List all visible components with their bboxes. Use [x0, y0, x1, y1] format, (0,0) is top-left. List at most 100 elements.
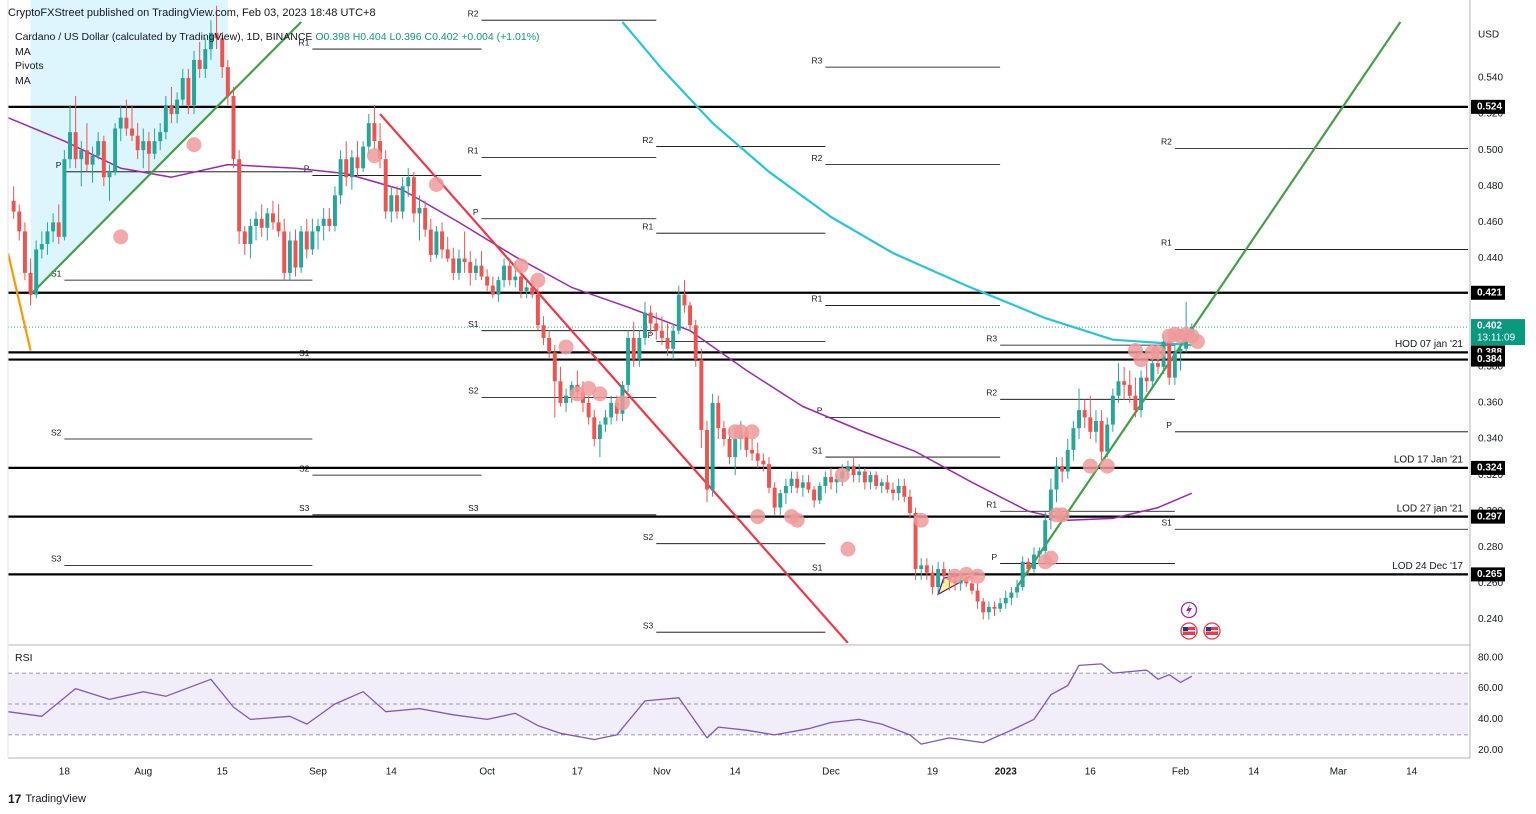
- time-tick-7: Nov: [653, 767, 671, 778]
- candle-body: [823, 476, 828, 486]
- candle: [682, 280, 687, 313]
- candle: [259, 204, 264, 237]
- candle-body: [124, 117, 129, 129]
- pivot-6-S1-label: S1: [1161, 518, 1172, 528]
- trendlines: [8, 21, 1402, 643]
- pivot-0-P-label: P: [56, 160, 62, 170]
- candle-body: [507, 265, 512, 281]
- pivot-lines: P S1 S2 S3 R1 P S1 S2 S3 R2 R1 P S1 S2 S3 R2 R1 P S2 S3 R3 R2…: [51, 8, 1468, 633]
- trendline-descending: [379, 113, 849, 643]
- candle: [456, 249, 461, 281]
- price-tick-0.32: 0.320: [1478, 470, 1503, 481]
- candle: [270, 200, 275, 230]
- candle-body: [389, 195, 394, 212]
- candle-body: [671, 330, 676, 349]
- key-level-tag-6: [1471, 567, 1505, 582]
- current-price-tag[interactable]: [1471, 319, 1525, 346]
- indicator-ma-1[interactable]: MA: [15, 45, 31, 58]
- candle-body: [34, 249, 39, 295]
- candle: [547, 330, 552, 358]
- candle-body: [84, 150, 89, 165]
- candle: [829, 467, 833, 490]
- time-tick-13: Feb: [1172, 767, 1190, 778]
- circle-marker: [186, 137, 202, 153]
- candle-body: [761, 460, 766, 465]
- candle: [767, 457, 771, 494]
- pivot-6-R1-label: R1: [1161, 238, 1172, 248]
- candle-body: [186, 77, 191, 106]
- candle: [721, 420, 726, 447]
- candle-body: [682, 294, 687, 306]
- pivot-4-R2-label: R2: [811, 153, 822, 163]
- candle-body: [90, 155, 95, 165]
- candle: [276, 204, 281, 237]
- bar-countdown: 13:11:09: [1477, 333, 1516, 344]
- candle-body: [372, 123, 377, 142]
- rsi-label[interactable]: RSI: [15, 652, 33, 664]
- candle-body: [214, 32, 219, 39]
- candle: [1172, 345, 1177, 385]
- rsi-tick-60: 60.00: [1478, 683, 1503, 694]
- candle-body: [361, 146, 366, 169]
- candle: [56, 204, 61, 245]
- candle: [998, 597, 1003, 613]
- candle-body: [169, 105, 174, 115]
- candle-body: [592, 417, 597, 440]
- candle-body: [1116, 381, 1121, 396]
- current-price-value: 0.402: [1477, 321, 1502, 332]
- circle-marker: [789, 512, 805, 528]
- candle: [158, 123, 163, 151]
- candle-body: [676, 294, 681, 331]
- candle: [564, 388, 569, 412]
- rsi-tick-80: 80.00: [1478, 652, 1503, 663]
- pivot-3-P-label: P: [648, 330, 654, 340]
- candle: [648, 305, 653, 335]
- candle: [750, 439, 755, 461]
- candle: [812, 485, 817, 508]
- candle: [445, 236, 450, 263]
- price-tick-0.38: 0.380: [1478, 361, 1503, 372]
- candle-body: [485, 276, 490, 286]
- candle-body: [834, 478, 839, 483]
- candle: [299, 225, 304, 273]
- indicator-pivots[interactable]: Pivots: [15, 60, 44, 72]
- rsi-panel: 20.00 40.00 60.00 80.00: [7, 644, 1503, 756]
- candle: [355, 141, 360, 178]
- candle-body: [1172, 352, 1177, 378]
- candle-body: [637, 337, 642, 360]
- candle-body: [411, 177, 416, 214]
- pivot-2-S3-label: S3: [468, 503, 479, 513]
- candle: [113, 123, 118, 176]
- circle-marker: [1150, 344, 1166, 360]
- candle: [496, 276, 501, 302]
- circle-marker: [733, 424, 749, 440]
- circle-marker: [366, 148, 382, 164]
- pivot-2-S2-label: S2: [468, 386, 479, 396]
- symbol-title[interactable]: Cardano / US Dollar (calculated by Tradi…: [15, 31, 313, 43]
- candle: [1122, 366, 1127, 400]
- footer-brand[interactable]: 17 TradingView: [8, 792, 86, 806]
- candle: [51, 213, 56, 243]
- candle: [192, 50, 196, 115]
- circle-marker: [970, 568, 986, 584]
- candle: [637, 330, 642, 367]
- candle: [885, 475, 890, 494]
- candle-body: [1105, 424, 1110, 452]
- price-axis-currency: USD: [1478, 30, 1499, 41]
- candle-body: [609, 402, 614, 418]
- key-level-tag-label-5: 0.297: [1477, 511, 1502, 522]
- pivot-0-S2-label: S2: [51, 427, 62, 437]
- candle: [101, 135, 106, 187]
- circle-marker: [947, 568, 963, 584]
- candle: [344, 141, 349, 187]
- candle-body: [597, 424, 602, 440]
- price-tick-0.50: 0.500: [1478, 145, 1503, 156]
- candle: [710, 393, 715, 497]
- candle: [1009, 587, 1014, 606]
- candle: [879, 478, 884, 494]
- time-tick-9: Dec: [822, 767, 840, 778]
- indicator-ma-2[interactable]: MA: [15, 74, 31, 87]
- candle-body: [423, 207, 428, 230]
- candle-body: [1122, 381, 1127, 385]
